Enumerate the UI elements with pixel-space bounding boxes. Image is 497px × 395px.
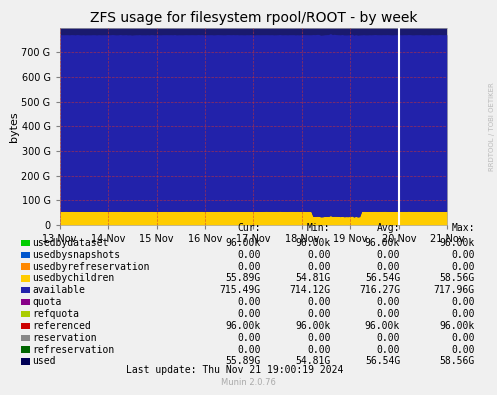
Text: 54.81G: 54.81G: [295, 356, 331, 367]
Text: 0.00: 0.00: [307, 261, 331, 272]
Text: 0.00: 0.00: [451, 344, 475, 355]
Text: Min:: Min:: [307, 223, 331, 233]
Text: 0.00: 0.00: [238, 250, 261, 260]
Text: 717.96G: 717.96G: [433, 285, 475, 295]
Text: 56.54G: 56.54G: [365, 273, 400, 284]
Text: 0.00: 0.00: [238, 309, 261, 319]
Text: 0.00: 0.00: [238, 261, 261, 272]
Text: 96.00k: 96.00k: [439, 238, 475, 248]
Text: 0.00: 0.00: [451, 333, 475, 343]
Text: 55.89G: 55.89G: [226, 356, 261, 367]
Text: 96.00k: 96.00k: [226, 321, 261, 331]
Text: 0.00: 0.00: [307, 309, 331, 319]
Text: reservation: reservation: [32, 333, 97, 343]
Text: 0.00: 0.00: [238, 333, 261, 343]
Text: 0.00: 0.00: [307, 250, 331, 260]
Text: Avg:: Avg:: [377, 223, 400, 233]
Text: 0.00: 0.00: [307, 333, 331, 343]
Text: 714.12G: 714.12G: [289, 285, 331, 295]
Text: 0.00: 0.00: [377, 333, 400, 343]
Text: 0.00: 0.00: [307, 297, 331, 307]
Text: 0.00: 0.00: [451, 250, 475, 260]
Text: Cur:: Cur:: [238, 223, 261, 233]
Text: 716.27G: 716.27G: [359, 285, 400, 295]
Text: 715.49G: 715.49G: [220, 285, 261, 295]
Text: 96.00k: 96.00k: [295, 321, 331, 331]
Text: 0.00: 0.00: [238, 297, 261, 307]
Text: available: available: [32, 285, 85, 295]
Text: quota: quota: [32, 297, 62, 307]
Text: refquota: refquota: [32, 309, 80, 319]
Text: 0.00: 0.00: [238, 344, 261, 355]
Text: 96.00k: 96.00k: [365, 321, 400, 331]
Text: Munin 2.0.76: Munin 2.0.76: [221, 378, 276, 387]
Text: 0.00: 0.00: [377, 250, 400, 260]
Text: 0.00: 0.00: [377, 344, 400, 355]
Text: 96.00k: 96.00k: [226, 238, 261, 248]
Text: 96.00k: 96.00k: [295, 238, 331, 248]
Text: 96.00k: 96.00k: [439, 321, 475, 331]
Title: ZFS usage for filesystem rpool/ROOT - by week: ZFS usage for filesystem rpool/ROOT - by…: [90, 11, 417, 25]
Text: 0.00: 0.00: [451, 309, 475, 319]
Text: usedbydataset: usedbydataset: [32, 238, 109, 248]
Text: 0.00: 0.00: [307, 344, 331, 355]
Text: 55.89G: 55.89G: [226, 273, 261, 284]
Text: 58.56G: 58.56G: [439, 273, 475, 284]
Text: Max:: Max:: [451, 223, 475, 233]
Text: refreservation: refreservation: [32, 344, 114, 355]
Text: 0.00: 0.00: [377, 261, 400, 272]
Text: 96.00k: 96.00k: [365, 238, 400, 248]
Text: referenced: referenced: [32, 321, 91, 331]
Text: usedbysnapshots: usedbysnapshots: [32, 250, 120, 260]
Text: Last update: Thu Nov 21 19:00:19 2024: Last update: Thu Nov 21 19:00:19 2024: [126, 365, 343, 375]
Text: 0.00: 0.00: [451, 297, 475, 307]
Text: 0.00: 0.00: [451, 261, 475, 272]
Text: RRDTOOL / TOBI OETIKER: RRDTOOL / TOBI OETIKER: [489, 82, 495, 171]
Y-axis label: bytes: bytes: [9, 111, 19, 142]
Text: 0.00: 0.00: [377, 297, 400, 307]
Text: 54.81G: 54.81G: [295, 273, 331, 284]
Text: 58.56G: 58.56G: [439, 356, 475, 367]
Text: used: used: [32, 356, 56, 367]
Text: 0.00: 0.00: [377, 309, 400, 319]
Text: 56.54G: 56.54G: [365, 356, 400, 367]
Text: usedbyrefreservation: usedbyrefreservation: [32, 261, 150, 272]
Text: usedbychildren: usedbychildren: [32, 273, 114, 284]
